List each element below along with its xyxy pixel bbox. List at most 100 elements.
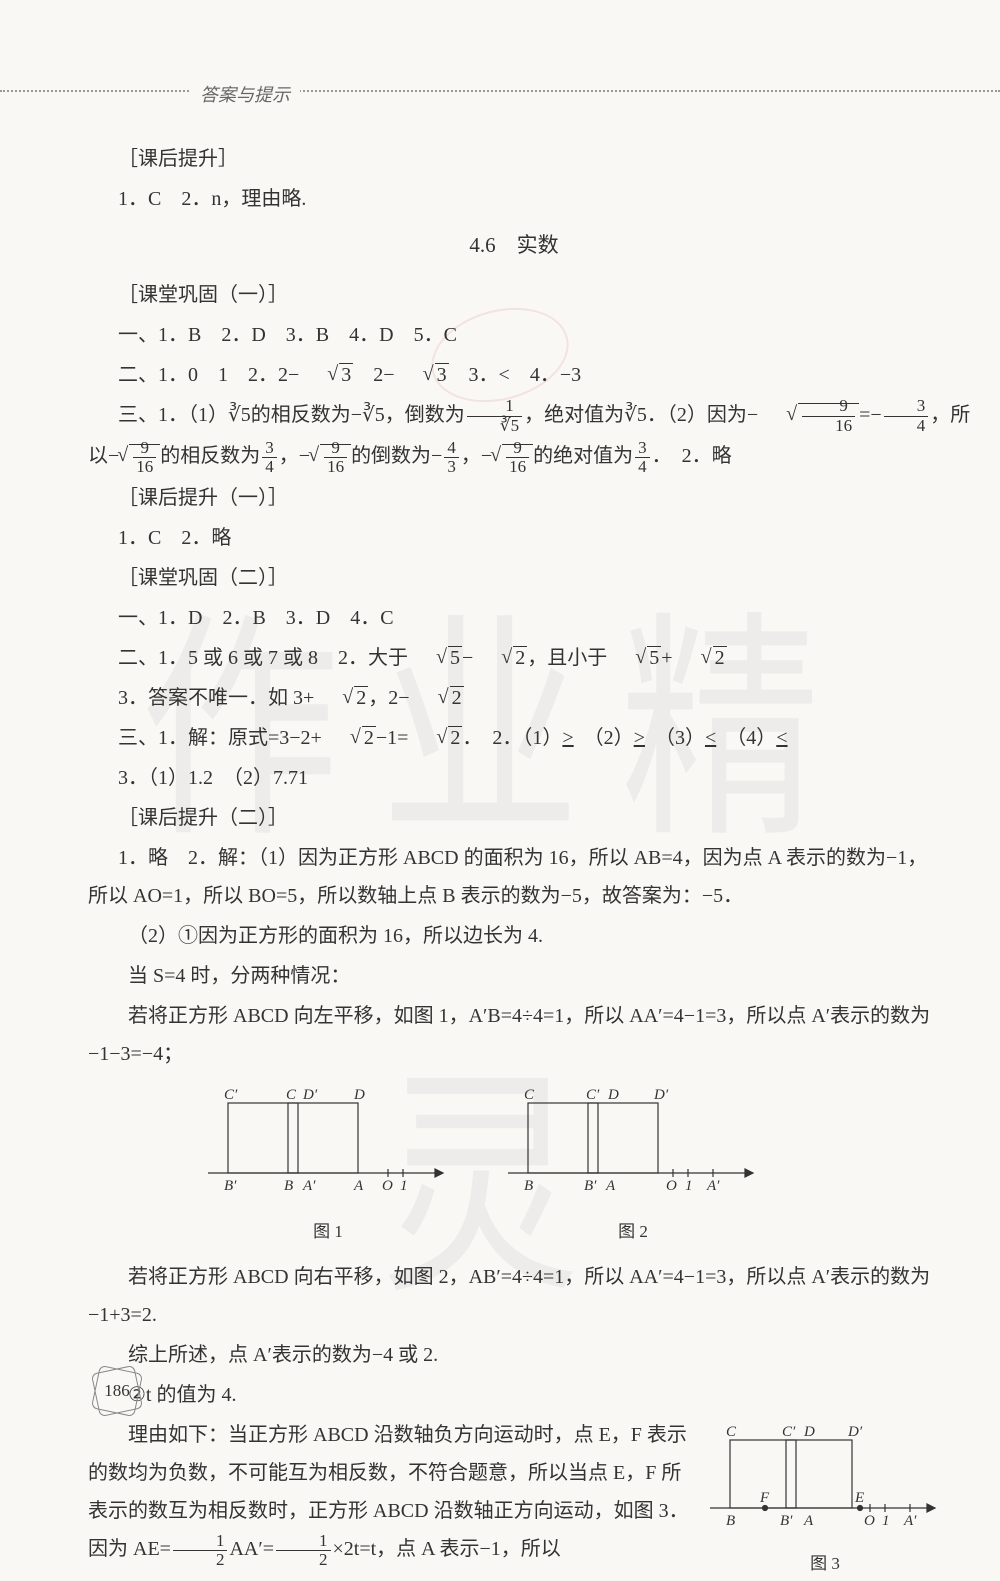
label: O (864, 1513, 875, 1529)
sqrt-expr: 2 (322, 719, 376, 757)
fraction: 12 (276, 1532, 331, 1570)
fraction: 12 (173, 1532, 228, 1570)
denominator: 2 (173, 1551, 228, 1570)
fraction: 916 (324, 439, 347, 477)
text: 2− (353, 364, 394, 386)
answer-line: 一、1．D 2．B 3．D 4．C (88, 599, 940, 637)
numerator: 9 (324, 439, 347, 459)
denominator: 4 (635, 458, 650, 477)
figure-caption: 图 3 (710, 1548, 940, 1580)
fraction: 916 (802, 397, 855, 435)
section-head: ［课堂巩固（一）］ (88, 276, 940, 314)
numerator: 9 (802, 397, 855, 417)
text: ，2− (368, 687, 409, 709)
figure-caption: 图 1 (208, 1216, 448, 1248)
blank-answer: > (562, 727, 573, 749)
radicand: 916 (798, 403, 859, 426)
numerator: 9 (133, 439, 156, 459)
radicand: 2 (450, 686, 464, 709)
paragraph: 综上所述，点 A′表示的数为−4 或 2. (88, 1336, 940, 1374)
paragraph: 当 S=4 时，分两种情况： (88, 957, 940, 995)
label: B (284, 1178, 293, 1194)
denominator: 2 (276, 1551, 331, 1570)
text: 三、1．（1） (118, 404, 228, 426)
text: 的倒数为− (351, 445, 442, 467)
figure-3: C C′ D D′ F E B B′ A O 1 A′ 图 3 (710, 1420, 940, 1580)
radicand: 5 (647, 646, 661, 669)
sqrt-expr: 5 (408, 639, 462, 677)
denominator: 16 (802, 417, 855, 436)
sqrt-expr: 2 (314, 679, 368, 717)
label: D (803, 1424, 815, 1440)
text: ．（2）因为− (647, 404, 758, 426)
text: ，倒数为 (385, 404, 465, 426)
label: D (607, 1087, 619, 1103)
label: 1 (882, 1513, 890, 1529)
sqrt-expr: 2 (473, 639, 527, 677)
page-number-text: 186 (104, 1375, 130, 1407)
sqrt-expr: 2 (673, 639, 727, 677)
radicand: 2 (362, 726, 376, 749)
denominator: 4 (884, 417, 929, 436)
page-content: ［课后提升］ 1．C 2．n，理由略. 4.6 实数 ［课堂巩固（一）］ 一、1… (88, 140, 940, 1581)
label: E (854, 1490, 864, 1506)
numerator: 4 (444, 439, 459, 459)
sqrt-expr: 916 (310, 437, 351, 477)
text: 的相反数为 (160, 445, 260, 467)
answer-line: 三、1．（1）∛5的相反数为−∛5，倒数为1∛5，绝对值为∛5．（2）因为−91… (88, 396, 940, 436)
figure-1: C′ C D′ D B′ B A′ A O 1 图 1 (208, 1083, 448, 1248)
label: B′ (224, 1178, 237, 1194)
denominator: 3 (444, 458, 459, 477)
answer-line: 二、1．5 或 6 或 7 或 8 2．大于5−2，且小于5+2 (88, 639, 940, 677)
radicand: 916 (502, 444, 533, 467)
sqrt-expr: 916 (492, 437, 533, 477)
text: ． 2．（1） (462, 727, 562, 749)
radicand: 2 (448, 726, 462, 749)
paragraph: 1．略 2．解：（1）因为正方形 ABCD 的面积为 16，所以 AB=4，因为… (88, 839, 940, 915)
figure-caption: 图 2 (508, 1216, 758, 1248)
text: ，且小于 (527, 647, 607, 669)
denominator: 16 (324, 458, 347, 477)
section-head: ［课堂巩固（二）］ (88, 559, 940, 597)
cuberoot: ∛5 (624, 404, 647, 426)
answer-line: 3．（1）1.2 （2）7.71 (88, 759, 940, 797)
fraction: 916 (133, 439, 156, 477)
radicand: 5 (448, 646, 462, 669)
header-divider (0, 90, 1000, 92)
text: 二、1．0 1 2．2− (118, 364, 299, 386)
label: D′ (847, 1424, 863, 1440)
figure-2: C C′ D D′ B B′ A O 1 A′ 图 2 (508, 1083, 758, 1248)
label: A′ (706, 1178, 720, 1194)
text: 的相反数为− (251, 404, 362, 426)
text: =− (859, 404, 882, 426)
label: A′ (903, 1513, 917, 1529)
answer-line: 1．C 2．n，理由略. (88, 180, 940, 218)
label: C (726, 1424, 737, 1440)
figure-2-svg: C C′ D D′ B B′ A O 1 A′ (508, 1083, 758, 1203)
label: D′ (653, 1087, 669, 1103)
radicand: 3 (435, 363, 449, 386)
radicand: 2 (513, 646, 527, 669)
cuberoot: ∛5 (228, 404, 251, 426)
numerator: 1 (276, 1532, 331, 1552)
cuberoot: ∛5 (362, 404, 385, 426)
text: （4） (716, 727, 776, 749)
sqrt-expr: 916 (119, 437, 160, 477)
label: A (803, 1513, 814, 1529)
radicand: 916 (320, 444, 351, 467)
text: AA′= (229, 1538, 274, 1560)
text: 以− (88, 445, 119, 467)
label: F (759, 1490, 770, 1506)
label: C (524, 1087, 535, 1103)
text: 3．< 4．−3 (449, 364, 582, 386)
header-label: 答案与提示 (190, 78, 300, 112)
text: −1= (376, 727, 409, 749)
sqrt-expr: 916 (758, 396, 859, 436)
text: ，绝对值为 (524, 404, 624, 426)
numerator: 3 (884, 397, 929, 417)
label: D′ (302, 1087, 318, 1103)
fraction: 916 (506, 439, 529, 477)
label: O (666, 1178, 677, 1194)
answer-line: 3．答案不唯一．如 3+2，2−2 (88, 679, 940, 717)
numerator: 3 (262, 439, 277, 459)
